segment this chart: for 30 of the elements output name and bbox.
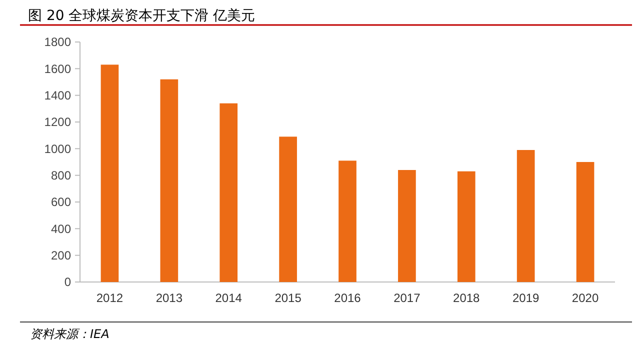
x-tick-label: 2018 — [453, 291, 480, 305]
bar — [220, 103, 238, 282]
y-tick-label: 1600 — [44, 62, 72, 76]
x-tick-label: 2020 — [572, 291, 599, 305]
y-tick-label: 1400 — [44, 88, 72, 103]
bar — [338, 160, 356, 282]
bar — [100, 64, 119, 282]
y-tick-label: 400 — [50, 222, 72, 236]
y-tick-label: 0 — [64, 275, 72, 290]
y-tick-label: 1000 — [44, 142, 72, 156]
x-tick-label: 2017 — [394, 291, 421, 305]
y-tick-label: 200 — [50, 248, 72, 263]
bar — [516, 150, 535, 282]
bar — [457, 171, 476, 282]
x-tick-label: 2013 — [156, 291, 183, 305]
y-tick-label: 1200 — [44, 115, 72, 130]
x-tick-label: 2019 — [512, 291, 540, 305]
bar — [279, 136, 297, 282]
chart-title: 图 20 全球煤炭资本开支下滑 亿美元 — [28, 8, 256, 24]
x-tick-label: 2015 — [274, 291, 302, 305]
text: 资料来源：IEA — [30, 327, 110, 341]
y-tick-label: 600 — [50, 195, 72, 210]
x-tick-label: 2014 — [215, 291, 242, 305]
x-tick-label: 2016 — [334, 291, 362, 305]
bar — [576, 162, 594, 282]
y-tick-label: 1800 — [44, 35, 72, 50]
bar — [398, 170, 416, 282]
y-tick-label: 800 — [50, 168, 72, 183]
bar — [160, 79, 178, 282]
x-tick-label: 2012 — [96, 291, 124, 305]
